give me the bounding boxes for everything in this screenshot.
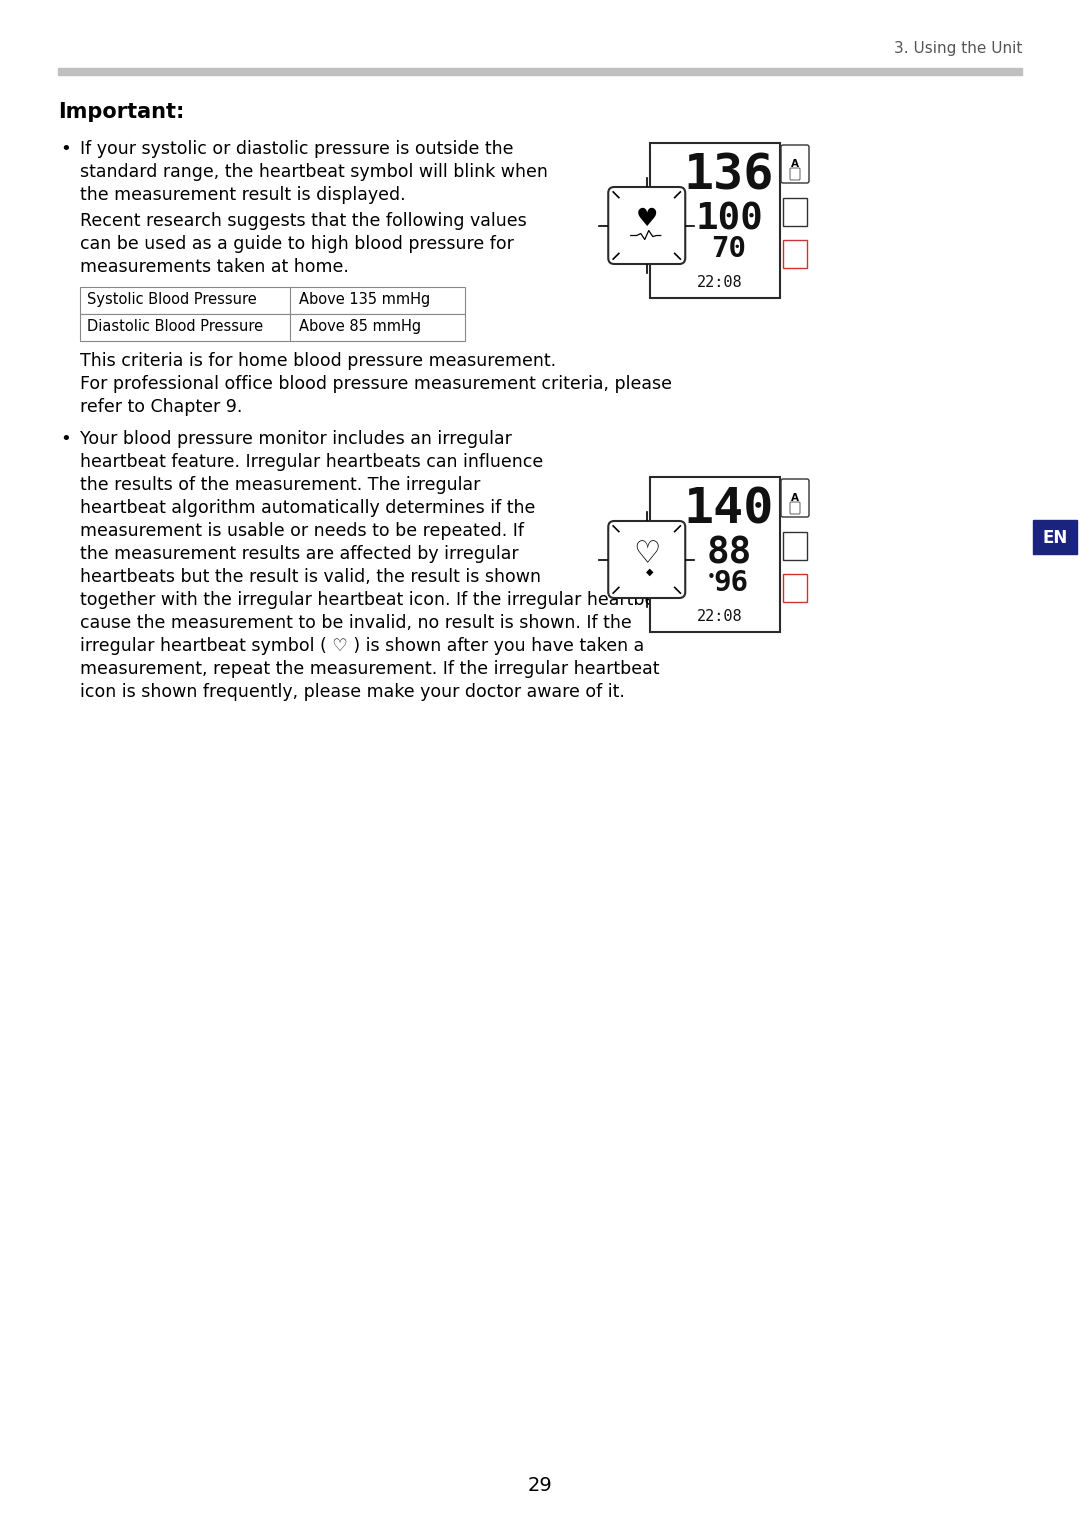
Text: •: • <box>706 570 715 585</box>
Text: standard range, the heartbeat symbol will blink when: standard range, the heartbeat symbol wil… <box>80 163 548 182</box>
Text: heartbeat algorithm automatically determines if the: heartbeat algorithm automatically determ… <box>80 499 536 518</box>
FancyBboxPatch shape <box>608 186 685 264</box>
Text: ♥: ♥ <box>635 208 658 232</box>
Text: 70: 70 <box>712 235 746 263</box>
Text: 100: 100 <box>696 202 762 237</box>
Text: cause the measurement to be invalid, no result is shown. If the: cause the measurement to be invalid, no … <box>80 614 632 632</box>
Text: Above 135 mmHg: Above 135 mmHg <box>299 292 430 307</box>
Bar <box>650 476 780 632</box>
Text: •: • <box>60 431 71 447</box>
Text: A: A <box>791 159 799 169</box>
Text: A: A <box>791 493 799 502</box>
Text: Above 85 mmHg: Above 85 mmHg <box>299 319 421 334</box>
Bar <box>1032 521 1077 554</box>
Bar <box>783 574 807 602</box>
Text: Recent research suggests that the following values: Recent research suggests that the follow… <box>80 212 527 231</box>
Text: heartbeats but the result is valid, the result is shown: heartbeats but the result is valid, the … <box>80 568 541 586</box>
Bar <box>80 287 465 315</box>
Text: ◆: ◆ <box>646 567 653 577</box>
Text: 3. Using the Unit: 3. Using the Unit <box>893 41 1022 56</box>
Text: measurements taken at home.: measurements taken at home. <box>80 258 349 276</box>
Text: the results of the measurement. The irregular: the results of the measurement. The irre… <box>80 476 481 495</box>
FancyBboxPatch shape <box>789 168 800 180</box>
Text: together with the irregular heartbeat icon. If the irregular heartbeats: together with the irregular heartbeat ic… <box>80 591 681 609</box>
Text: refer to Chapter 9.: refer to Chapter 9. <box>80 399 242 415</box>
Bar <box>650 144 780 298</box>
Bar <box>783 240 807 269</box>
FancyBboxPatch shape <box>789 502 800 515</box>
Text: 22:08: 22:08 <box>698 609 743 625</box>
Text: 140: 140 <box>684 486 774 533</box>
Text: measurement is usable or needs to be repeated. If: measurement is usable or needs to be rep… <box>80 522 524 541</box>
Text: If your systolic or diastolic pressure is outside the: If your systolic or diastolic pressure i… <box>80 140 513 157</box>
Bar <box>783 199 807 226</box>
Text: can be used as a guide to high blood pressure for: can be used as a guide to high blood pre… <box>80 235 514 253</box>
FancyBboxPatch shape <box>608 521 685 599</box>
Bar <box>783 531 807 560</box>
Text: 96: 96 <box>714 570 748 597</box>
Text: Systolic Blood Pressure: Systolic Blood Pressure <box>87 292 257 307</box>
Text: EN: EN <box>1042 528 1068 547</box>
Text: icon is shown frequently, please make your doctor aware of it.: icon is shown frequently, please make yo… <box>80 683 625 701</box>
Text: irregular heartbeat symbol ( ♡ ) is shown after you have taken a: irregular heartbeat symbol ( ♡ ) is show… <box>80 637 645 655</box>
Text: the measurement result is displayed.: the measurement result is displayed. <box>80 186 406 205</box>
Text: 22:08: 22:08 <box>698 275 743 290</box>
Text: measurement, repeat the measurement. If the irregular heartbeat: measurement, repeat the measurement. If … <box>80 660 660 678</box>
Text: This criteria is for home blood pressure measurement.: This criteria is for home blood pressure… <box>80 353 556 370</box>
Text: Diastolic Blood Pressure: Diastolic Blood Pressure <box>87 319 264 334</box>
Bar <box>80 315 465 341</box>
Text: Important:: Important: <box>58 102 185 122</box>
Text: •: • <box>60 140 71 157</box>
FancyBboxPatch shape <box>781 145 809 183</box>
Text: 29: 29 <box>528 1477 552 1495</box>
FancyBboxPatch shape <box>781 479 809 518</box>
Text: For professional office blood pressure measurement criteria, please: For professional office blood pressure m… <box>80 376 672 392</box>
Text: heartbeat feature. Irregular heartbeats can influence: heartbeat feature. Irregular heartbeats … <box>80 454 543 470</box>
Text: ♡: ♡ <box>633 541 661 570</box>
Text: 88: 88 <box>706 534 752 571</box>
Text: Your blood pressure monitor includes an irregular: Your blood pressure monitor includes an … <box>80 431 512 447</box>
Text: 136: 136 <box>684 151 774 199</box>
Text: the measurement results are affected by irregular: the measurement results are affected by … <box>80 545 518 563</box>
Bar <box>58 69 1022 75</box>
